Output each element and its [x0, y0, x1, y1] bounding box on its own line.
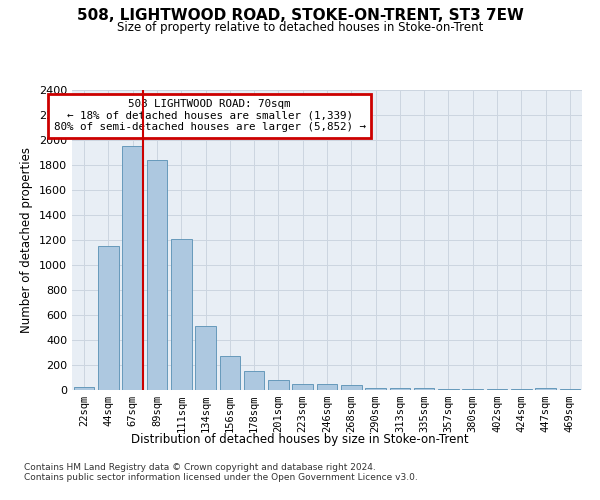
Bar: [74, 387, 94, 390]
Text: Distribution of detached houses by size in Stoke-on-Trent: Distribution of detached houses by size …: [131, 432, 469, 446]
Bar: [365, 388, 386, 390]
Bar: [341, 385, 362, 390]
Bar: [220, 356, 240, 390]
Text: 508, LIGHTWOOD ROAD, STOKE-ON-TRENT, ST3 7EW: 508, LIGHTWOOD ROAD, STOKE-ON-TRENT, ST3…: [77, 8, 523, 22]
Bar: [122, 146, 143, 390]
Bar: [98, 246, 119, 390]
Bar: [268, 380, 289, 390]
Bar: [146, 160, 167, 390]
Text: Contains public sector information licensed under the Open Government Licence v3: Contains public sector information licen…: [24, 474, 418, 482]
Bar: [414, 388, 434, 390]
Text: Contains HM Land Registry data © Crown copyright and database right 2024.: Contains HM Land Registry data © Crown c…: [24, 464, 376, 472]
Bar: [317, 384, 337, 390]
Y-axis label: Number of detached properties: Number of detached properties: [20, 147, 34, 333]
Bar: [292, 384, 313, 390]
Text: 508 LIGHTWOOD ROAD: 70sqm
← 18% of detached houses are smaller (1,339)
80% of se: 508 LIGHTWOOD ROAD: 70sqm ← 18% of detac…: [54, 99, 366, 132]
Bar: [535, 388, 556, 390]
Bar: [389, 388, 410, 390]
Bar: [244, 370, 265, 390]
Text: Size of property relative to detached houses in Stoke-on-Trent: Size of property relative to detached ho…: [117, 21, 483, 34]
Bar: [195, 326, 216, 390]
Bar: [171, 239, 191, 390]
